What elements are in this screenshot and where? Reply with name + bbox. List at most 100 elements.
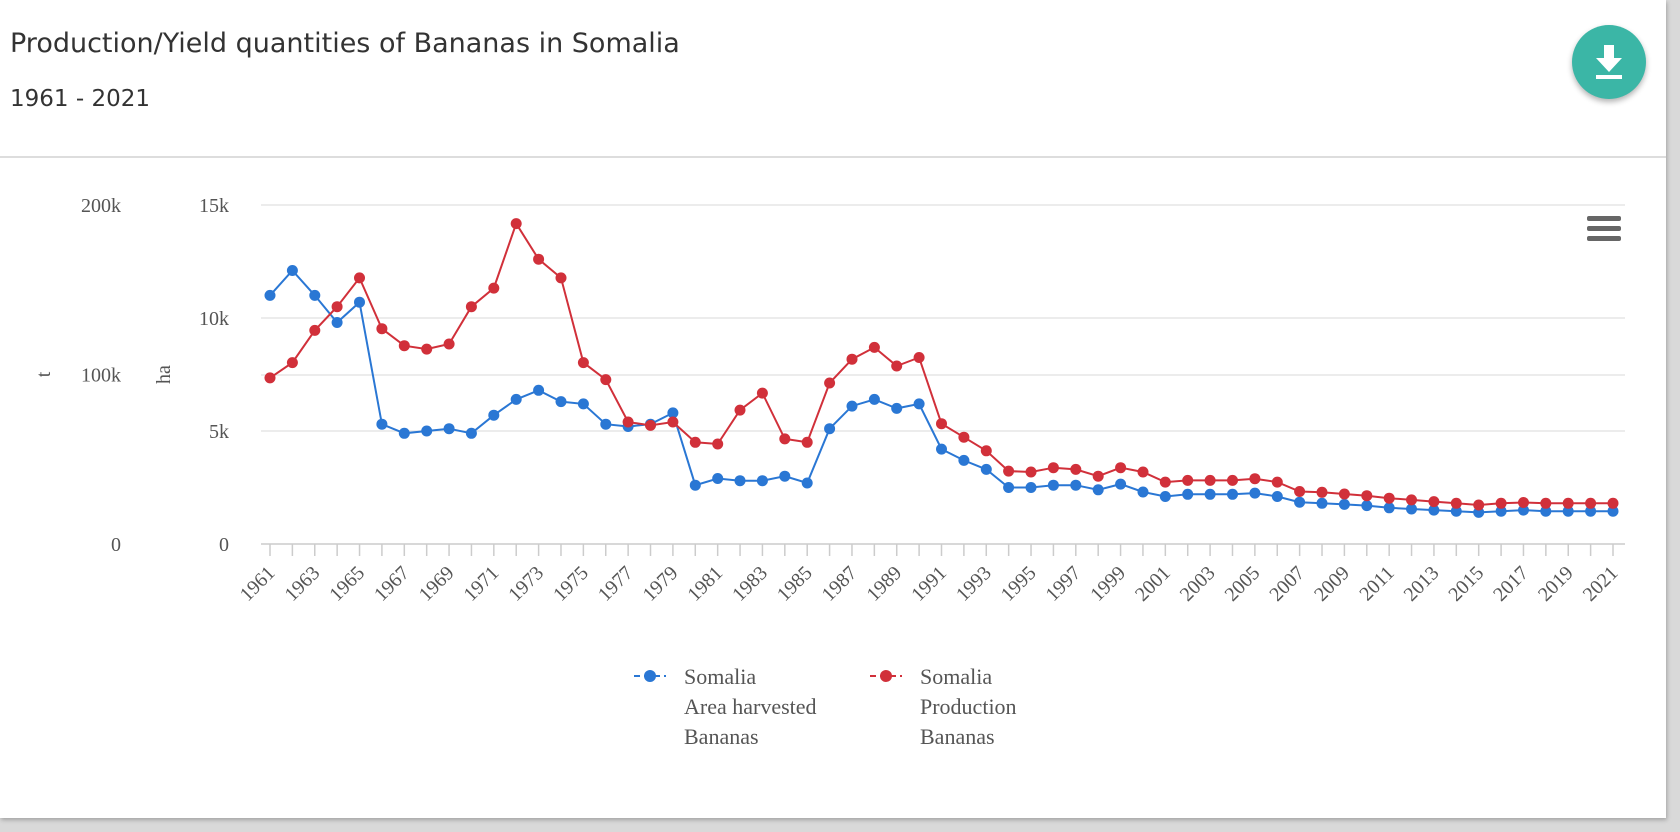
data-point	[488, 409, 500, 421]
data-point	[1406, 494, 1417, 506]
download-icon	[1596, 45, 1622, 79]
series-area-harvested	[264, 265, 1619, 518]
data-point	[331, 301, 343, 313]
data-point	[1361, 490, 1373, 502]
data-point	[354, 272, 365, 284]
x-tick-label: 1989	[862, 562, 906, 606]
data-point	[1159, 476, 1171, 488]
data-point	[1182, 474, 1194, 486]
data-point	[1518, 504, 1529, 516]
x-tick-label: 1969	[415, 562, 459, 606]
x-tick-label: 1983	[728, 562, 772, 606]
x-tick-label: 1985	[773, 562, 817, 606]
x-tick-label: 1993	[952, 562, 996, 606]
data-point	[465, 427, 477, 439]
y-axis-title-ha: ha	[153, 365, 175, 384]
data-point	[1585, 505, 1597, 517]
data-point	[600, 418, 612, 430]
data-point	[1070, 463, 1082, 475]
y-tick-label-t: 200k	[81, 195, 121, 217]
data-point	[1473, 499, 1485, 511]
legend-label: Production	[920, 694, 1017, 719]
series-layer	[264, 218, 1619, 518]
legend-label: Area harvested	[684, 694, 817, 719]
line-chart: 1961 1963 1965 1967 1969 1971 1973 1975 1977 1979…	[33, 195, 1625, 749]
data-point	[801, 436, 813, 448]
series-production	[264, 218, 1619, 511]
download-button[interactable]	[1572, 25, 1646, 99]
data-point	[421, 425, 433, 437]
data-point	[1562, 497, 1574, 509]
data-point	[779, 433, 791, 445]
data-point	[577, 357, 589, 369]
data-point	[936, 418, 947, 430]
data-point	[1047, 462, 1059, 474]
data-point	[1428, 496, 1440, 508]
x-tick-label: 1999	[1086, 562, 1130, 606]
series-line	[269, 221, 1613, 507]
data-point	[1383, 492, 1395, 504]
data-point	[1562, 505, 1574, 517]
x-tick-label: 2013	[1400, 562, 1444, 606]
data-point	[1428, 504, 1440, 516]
data-point	[1271, 476, 1283, 488]
data-point	[533, 384, 545, 396]
data-point	[1607, 505, 1619, 517]
data-point	[712, 438, 724, 450]
x-tick-label: 1975	[549, 562, 593, 606]
data-point	[667, 416, 679, 428]
data-point	[1025, 466, 1037, 478]
x-tick-label: 2001	[1131, 562, 1175, 606]
data-point	[1271, 491, 1283, 502]
data-point	[645, 419, 656, 431]
data-point	[846, 400, 858, 412]
data-point	[1294, 496, 1306, 508]
y-tick-label-ha: 10k	[199, 308, 229, 330]
data-point	[264, 372, 276, 384]
x-tick-label: 2015	[1444, 562, 1488, 606]
legend: Somalia Area harvested Bananas Somalia Produ…	[634, 664, 1017, 749]
legend-label: Bananas	[684, 724, 759, 749]
data-point	[980, 445, 992, 457]
data-point	[868, 393, 880, 405]
data-point	[1406, 503, 1417, 515]
x-tick-label: 2017	[1489, 562, 1533, 606]
data-point	[689, 479, 701, 491]
data-point	[1249, 473, 1261, 485]
data-point	[958, 454, 970, 466]
data-point	[1115, 462, 1127, 474]
data-point	[779, 470, 791, 482]
x-tick-label: 1997	[1041, 562, 1085, 606]
data-point	[1047, 479, 1059, 491]
data-point	[398, 427, 410, 439]
data-point	[1182, 488, 1194, 500]
data-point	[1518, 497, 1529, 508]
data-point	[465, 301, 477, 313]
data-point	[1003, 465, 1015, 477]
legend-marker	[644, 670, 656, 682]
chart-menu-button[interactable]	[1585, 214, 1623, 246]
data-point	[801, 477, 813, 489]
data-point	[913, 398, 925, 410]
data-point	[913, 352, 925, 363]
x-tick-label: 1973	[504, 562, 548, 606]
x-tick-label: 2007	[1265, 562, 1309, 606]
data-point	[1540, 505, 1552, 517]
x-tick-label: 2021	[1579, 562, 1623, 606]
x-tick-label: 2005	[1221, 562, 1265, 606]
data-point	[1540, 497, 1552, 509]
data-point	[980, 463, 992, 475]
data-point	[600, 374, 612, 386]
data-point	[1338, 488, 1350, 500]
x-tick-label: 2011	[1355, 562, 1398, 605]
legend-item: Somalia Area harvested Bananas	[634, 664, 817, 749]
x-tick-label: 1987	[818, 562, 862, 606]
hamburger-menu-icon	[1587, 216, 1621, 241]
x-tick-label: 1961	[236, 562, 280, 606]
data-point	[1495, 497, 1507, 509]
data-point	[1338, 498, 1350, 510]
data-point	[354, 296, 365, 308]
data-point	[756, 475, 768, 487]
data-point	[1204, 488, 1216, 500]
data-point	[712, 473, 724, 484]
